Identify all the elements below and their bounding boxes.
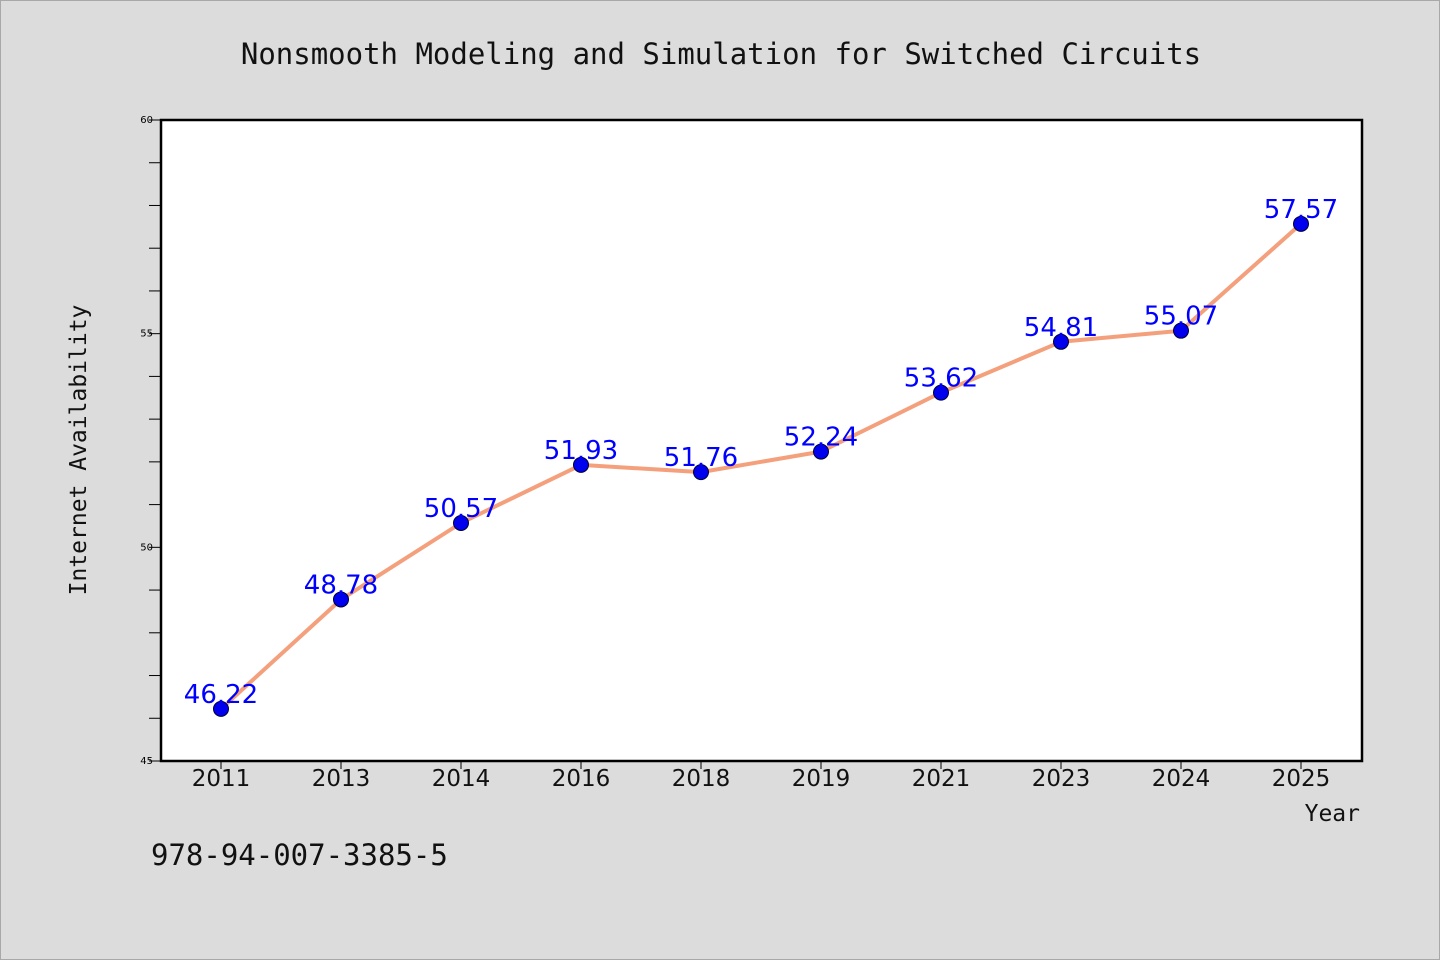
plot-area	[159, 118, 1364, 763]
x-tick-label: 2023	[1032, 766, 1091, 792]
x-tick-label: 2025	[1272, 766, 1331, 792]
x-tick-label: 2011	[192, 766, 251, 792]
x-tick-label: 2013	[312, 766, 371, 792]
footer-isbn: 978-94-007-3385-5	[151, 838, 448, 872]
data-point-marker	[573, 456, 589, 473]
data-point-marker	[1053, 333, 1069, 350]
data-label: 57.57	[1264, 195, 1338, 225]
data-label: 51.93	[544, 436, 618, 466]
chart-title: Nonsmooth Modeling and Simulation for Sw…	[241, 37, 1201, 71]
x-tick-label: 2016	[552, 766, 611, 792]
data-point-marker	[1293, 215, 1309, 232]
data-point-marker	[453, 514, 469, 531]
data-point-marker	[213, 700, 229, 717]
y-tick-labels: 45 50 55 60	[140, 115, 153, 767]
data-point-marker	[813, 443, 829, 460]
y-tick-label: 55	[140, 329, 153, 340]
y-axis-label: Internet Availability	[66, 305, 92, 596]
data-label: 50.57	[424, 494, 498, 524]
data-label: 55.07	[1144, 302, 1218, 332]
data-point-marker	[1173, 322, 1189, 339]
data-label: 54.81	[1024, 313, 1098, 343]
x-tick-label: 2019	[792, 766, 851, 792]
data-label: 48.78	[304, 570, 378, 600]
x-tick-labels: 2011 2013 2014 2016 2018 2019 2021 2023 2024 2025	[192, 766, 1331, 792]
y-tick-label: 50	[140, 542, 153, 553]
series-line	[219, 221, 1303, 711]
data-label: 53.62	[904, 364, 978, 394]
x-ticks	[220, 761, 1302, 769]
x-tick-label: 2014	[432, 766, 491, 792]
y-tick-label: 60	[140, 115, 153, 126]
data-markers	[213, 215, 1309, 717]
y-tick-label: 45	[140, 756, 153, 767]
x-tick-label: 2021	[912, 766, 971, 792]
data-label: 51.76	[664, 443, 738, 473]
data-label: 52.24	[784, 423, 858, 453]
x-tick-label: 2024	[1152, 766, 1211, 792]
x-axis-label: Year	[1305, 801, 1360, 827]
data-label: 46.22	[184, 680, 258, 710]
data-point-marker	[933, 384, 949, 401]
y-minor-ticks	[149, 119, 161, 762]
data-point-marker	[693, 464, 709, 481]
x-tick-label: 2018	[672, 766, 731, 792]
data-labels: 46.22 48.78 50.57 51.93 51.76 52.24 53.62 54.81…	[184, 195, 1338, 710]
data-point-marker	[333, 591, 349, 608]
